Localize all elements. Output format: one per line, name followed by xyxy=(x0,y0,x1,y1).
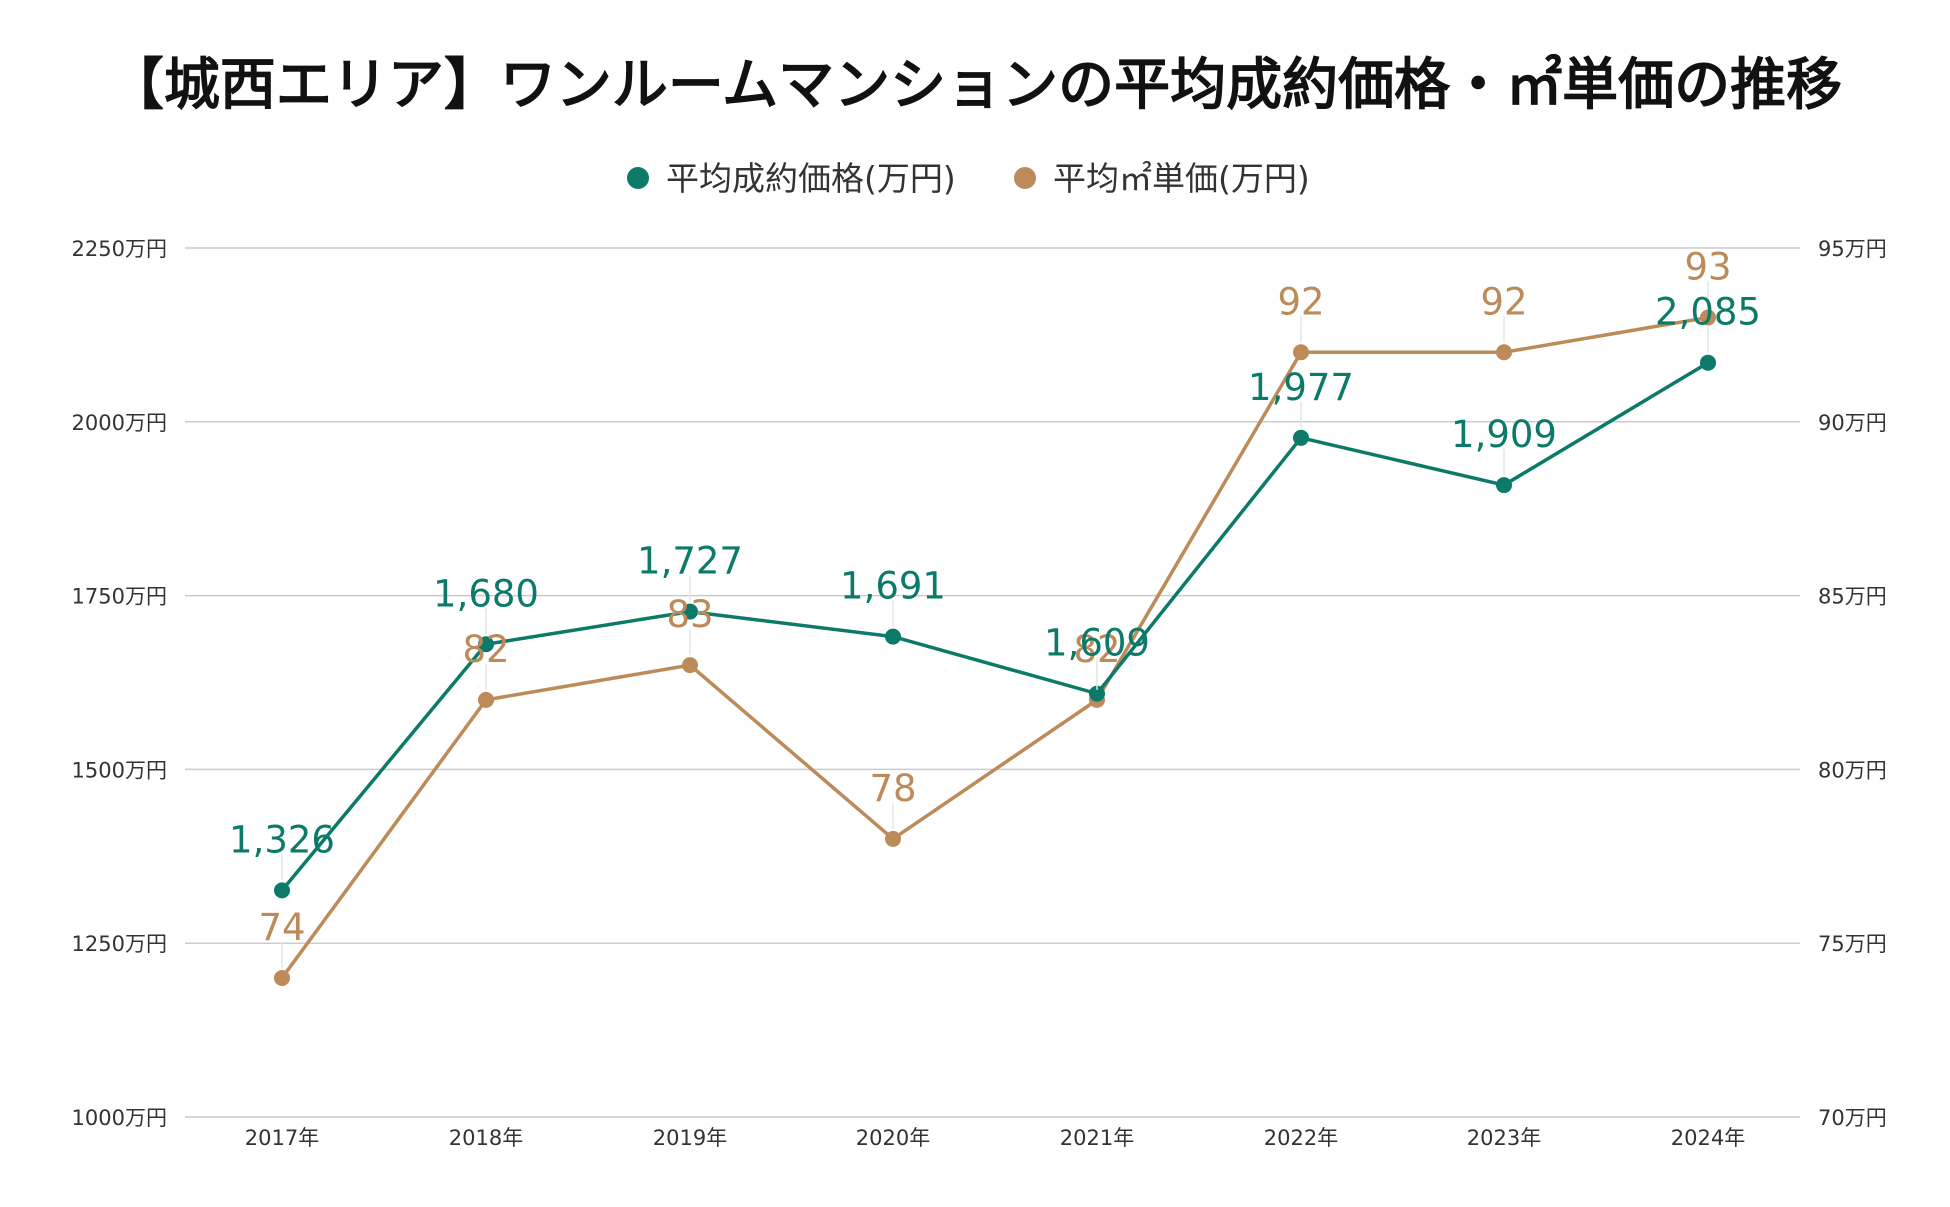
legend-label-price: 平均成約価格(万円) xyxy=(666,159,956,198)
legend-label-unit: 平均㎡単価(万円) xyxy=(1053,159,1310,198)
data-point-unit xyxy=(274,969,290,986)
data-point-price xyxy=(274,882,290,899)
left-axis-tick-label: 2250万円 xyxy=(72,237,167,261)
data-label-price: 1,909 xyxy=(1451,413,1557,456)
data-point-price xyxy=(1700,354,1716,371)
data-point-price xyxy=(1293,429,1309,446)
series-line-unit xyxy=(280,315,1709,979)
x-axis-tick-label: 2020年 xyxy=(856,1126,930,1150)
left-axis-tick-label: 1750万円 xyxy=(72,585,167,609)
data-point-unit xyxy=(885,830,901,847)
left-axis-tick-label: 1250万円 xyxy=(72,932,167,956)
right-axis-tick-label: 90万円 xyxy=(1818,411,1887,435)
data-point-price xyxy=(1496,477,1512,494)
data-label-price: 1,977 xyxy=(1248,366,1354,409)
left-axis-tick-label: 1500万円 xyxy=(72,758,167,782)
legend-marker-unit xyxy=(1014,167,1036,189)
left-axis: 1000万円 1250万円 1500万円 1750万円 2000万円 2250万円 xyxy=(72,237,167,1130)
right-axis-tick-label: 95万円 xyxy=(1818,237,1887,261)
data-point-unit xyxy=(682,657,698,674)
data-label-unit: 74 xyxy=(258,906,305,949)
chart-title: 【城西エリア】ワンルームマンションの平均成約価格・㎡単価の推移 xyxy=(108,53,1842,118)
x-axis-tick-label: 2021年 xyxy=(1060,1126,1134,1150)
data-label-price: 1,691 xyxy=(840,565,946,608)
legend-marker-price xyxy=(627,167,649,189)
series xyxy=(274,309,1716,986)
right-axis-tick-label: 85万円 xyxy=(1818,585,1887,609)
data-point-price xyxy=(1089,685,1105,702)
left-axis-tick-label: 1000万円 xyxy=(72,1106,167,1130)
right-axis: 70万円 75万円 80万円 85万円 90万円 95万円 xyxy=(1818,237,1887,1130)
data-label-unit: 78 xyxy=(869,767,916,810)
series-line-price xyxy=(280,361,1709,892)
data-label-price: 1,326 xyxy=(229,818,335,861)
data-point-price xyxy=(885,628,901,645)
data-label-price: 1,680 xyxy=(433,572,539,615)
grid xyxy=(185,247,1800,1118)
data-point-unit xyxy=(1700,309,1716,326)
x-axis-tick-label: 2019年 xyxy=(653,1126,727,1150)
data-label-price: 1,609 xyxy=(1044,622,1150,665)
data-label-unit: 82 xyxy=(462,628,509,671)
x-axis-tick-label: 2022年 xyxy=(1264,1126,1338,1150)
right-axis-tick-label: 70万円 xyxy=(1818,1106,1887,1130)
data-point-price xyxy=(478,636,494,653)
data-label-price: 1,727 xyxy=(637,540,743,583)
data-point-unit xyxy=(478,691,494,708)
data-label-unit: 92 xyxy=(1480,280,1527,323)
legend: 平均成約価格(万円) 平均㎡単価(万円) xyxy=(627,159,1310,198)
x-axis: 2017年 2018年 2019年 2020年 2021年 2022年 2023年 2024年 xyxy=(245,1126,1745,1150)
data-label-price: 2,085 xyxy=(1655,291,1761,334)
right-axis-tick-label: 75万円 xyxy=(1818,932,1887,956)
x-axis-tick-label: 2018年 xyxy=(449,1126,523,1150)
x-axis-tick-label: 2024年 xyxy=(1671,1126,1745,1150)
x-axis-tick-label: 2017年 xyxy=(245,1126,319,1150)
x-axis-tick-label: 2023年 xyxy=(1467,1126,1541,1150)
left-axis-tick-label: 2000万円 xyxy=(72,411,167,435)
right-axis-tick-label: 80万円 xyxy=(1818,758,1887,782)
data-point-unit xyxy=(1496,344,1512,361)
data-label-unit: 93 xyxy=(1684,246,1731,289)
data-point-unit xyxy=(1293,344,1309,361)
data-point-price xyxy=(682,603,698,620)
data-label-unit: 92 xyxy=(1277,280,1324,323)
